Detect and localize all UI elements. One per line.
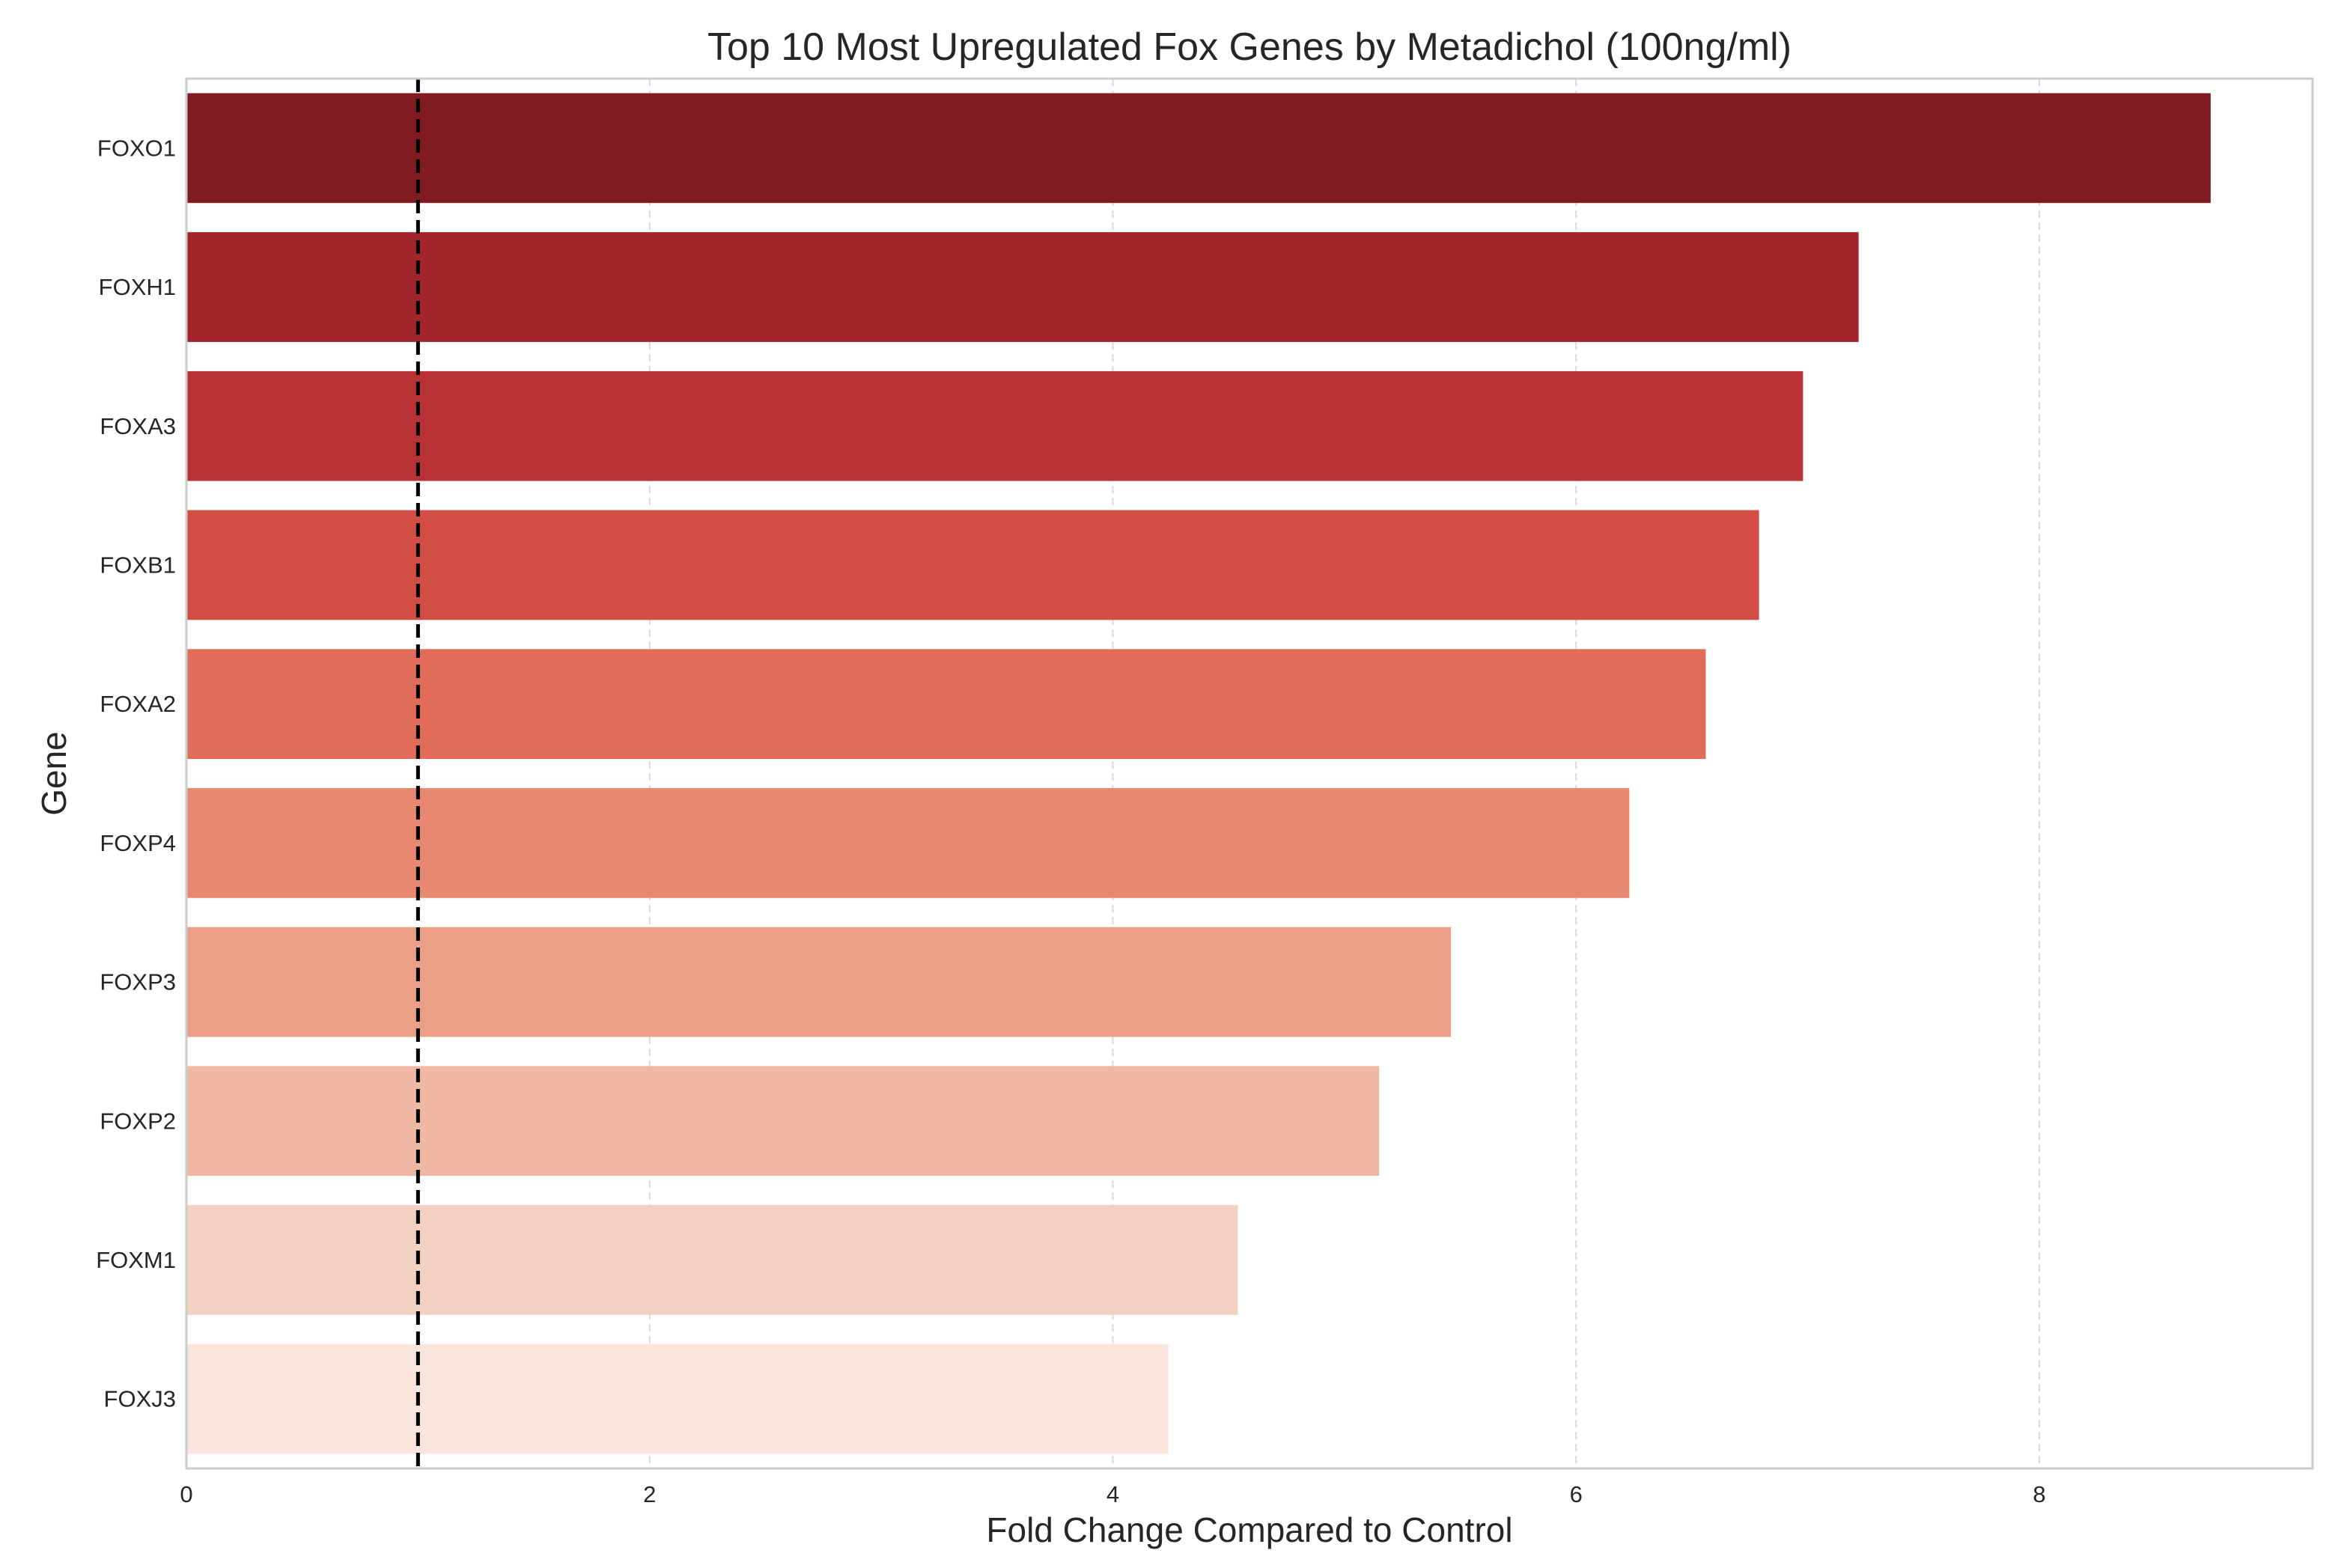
y-tick-label: FOXP3 — [100, 969, 176, 995]
bar-foxa3 — [186, 370, 1803, 481]
bar-foxh1 — [186, 232, 1859, 342]
bars — [186, 93, 2211, 1454]
x-tick-label: 8 — [2033, 1481, 2045, 1507]
bar-foxm1 — [186, 1205, 1238, 1315]
x-tick-label: 4 — [1106, 1481, 1119, 1507]
bar-foxo1 — [186, 93, 2211, 204]
bar-foxp4 — [186, 787, 1630, 898]
y-tick-label: FOXM1 — [96, 1247, 176, 1273]
y-tick-label: FOXP2 — [100, 1108, 176, 1134]
x-tick-labels: 0 2 4 6 8 — [180, 1481, 2045, 1507]
bar-foxp2 — [186, 1066, 1380, 1177]
y-tick-label: FOXB1 — [100, 552, 176, 578]
y-tick-label: FOXJ3 — [104, 1386, 176, 1412]
y-tick-label: FOXH1 — [99, 274, 176, 300]
bar-foxa2 — [186, 649, 1706, 760]
y-tick-label: FOXA3 — [100, 413, 176, 439]
bar-foxp3 — [186, 927, 1452, 1037]
x-tick-label: 0 — [180, 1481, 192, 1507]
y-tick-label: FOXO1 — [97, 135, 176, 161]
plot-frame — [185, 77, 2314, 1470]
x-tick-label: 2 — [643, 1481, 656, 1507]
x-axis-label: Fold Change Compared to Control — [986, 1510, 1512, 1549]
x-tick-label: 6 — [1570, 1481, 1583, 1507]
bar-foxb1 — [186, 510, 1759, 620]
y-tick-labels: FOXO1 FOXH1 FOXA3 FOXB1 FOXA2 FOXP4 FOXP3 FOXP2… — [96, 135, 176, 1412]
chart-title: Top 10 Most Upregulated Fox Genes by Met… — [707, 25, 1792, 69]
y-tick-label: FOXP4 — [100, 830, 176, 856]
y-tick-label: FOXA2 — [100, 691, 176, 717]
bar-foxj3 — [186, 1343, 1169, 1454]
y-axis-label: Gene — [34, 731, 73, 816]
